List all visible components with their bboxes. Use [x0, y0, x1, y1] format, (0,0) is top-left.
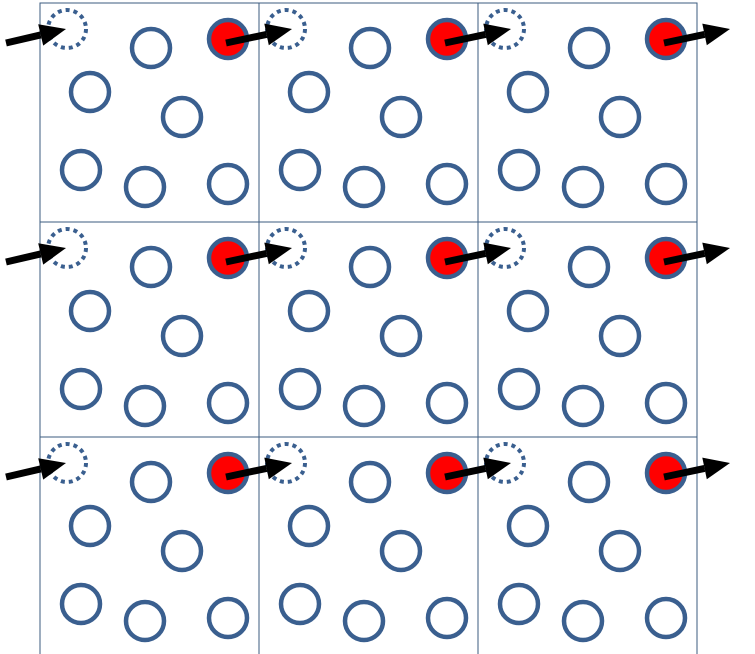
black-arrow-icon	[225, 242, 292, 266]
hollow-circle-icon	[567, 460, 611, 504]
cell-border	[477, 436, 698, 654]
black-arrow-icon	[225, 457, 292, 481]
hollow-circle-icon	[497, 367, 541, 411]
hollow-circle-icon	[59, 148, 103, 192]
hollow-circle-icon	[644, 596, 688, 640]
hollow-circle-icon	[160, 314, 204, 358]
hollow-circle-icon	[129, 460, 173, 504]
hollow-circle-icon	[342, 384, 386, 428]
arrow-layer	[5, 23, 730, 481]
hollow-circle-icon	[497, 148, 541, 192]
hollow-circle-icon	[644, 381, 688, 425]
hollow-circle-icon	[497, 582, 541, 626]
hollow-circle-icon	[506, 504, 550, 548]
hollow-circle-icon	[278, 582, 322, 626]
hollow-circle-icon	[68, 70, 112, 114]
black-arrow-icon	[444, 242, 511, 266]
hollow-circle-icon	[123, 384, 167, 428]
hollow-circle-icon	[287, 289, 331, 333]
black-arrow-icon	[444, 23, 511, 47]
black-arrow-icon	[5, 458, 66, 481]
hollow-circle-icon	[129, 245, 173, 289]
hollow-circle-icon	[425, 162, 469, 206]
hollow-circle-icon	[567, 245, 611, 289]
hollow-circle-icon	[278, 148, 322, 192]
black-arrow-icon	[663, 242, 730, 266]
hollow-circle-icon	[287, 70, 331, 114]
hollow-circle-icon	[644, 162, 688, 206]
hollow-circle-icon	[287, 504, 331, 548]
hollow-circle-icon	[123, 599, 167, 643]
hollow-circle-icon	[68, 289, 112, 333]
hollow-circle-icon	[425, 596, 469, 640]
hollow-circle-icon	[342, 599, 386, 643]
hollow-circle-icon	[379, 529, 423, 573]
hollow-circle-icon	[567, 26, 611, 70]
hollow-circle-icon	[129, 26, 173, 70]
hollow-circle-icon	[160, 95, 204, 139]
hollow-circle-icon	[506, 289, 550, 333]
hollow-circle-icon	[59, 367, 103, 411]
hollow-circle-icon	[425, 381, 469, 425]
hollow-circle-icon	[379, 314, 423, 358]
black-arrow-icon	[444, 457, 511, 481]
hollow-circle-icon	[561, 384, 605, 428]
hollow-circle-icon	[348, 460, 392, 504]
black-arrow-icon	[663, 23, 730, 47]
hollow-circle-icon	[506, 70, 550, 114]
hollow-circle-icon	[561, 165, 605, 209]
black-arrow-icon	[663, 457, 730, 481]
hollow-circle-icon	[598, 95, 642, 139]
hollow-circle-icon	[348, 245, 392, 289]
hollow-circle-icon	[598, 529, 642, 573]
black-arrow-icon	[5, 243, 66, 266]
black-arrow-icon	[225, 23, 292, 47]
hollow-circle-icon	[206, 381, 250, 425]
hollow-circle-icon	[160, 529, 204, 573]
hollow-circle-icon	[561, 599, 605, 643]
hollow-circle-icon	[68, 504, 112, 548]
hollow-circle-icon	[598, 314, 642, 358]
hollow-circle-icon	[348, 26, 392, 70]
black-arrow-icon	[5, 24, 66, 47]
hollow-circle-icon	[59, 582, 103, 626]
hollow-circle-icon	[206, 162, 250, 206]
hollow-circle-icon	[206, 596, 250, 640]
hollow-circle-icon	[123, 165, 167, 209]
hollow-circle-icon	[379, 95, 423, 139]
hollow-circle-icon	[278, 367, 322, 411]
hollow-circle-icon	[342, 165, 386, 209]
